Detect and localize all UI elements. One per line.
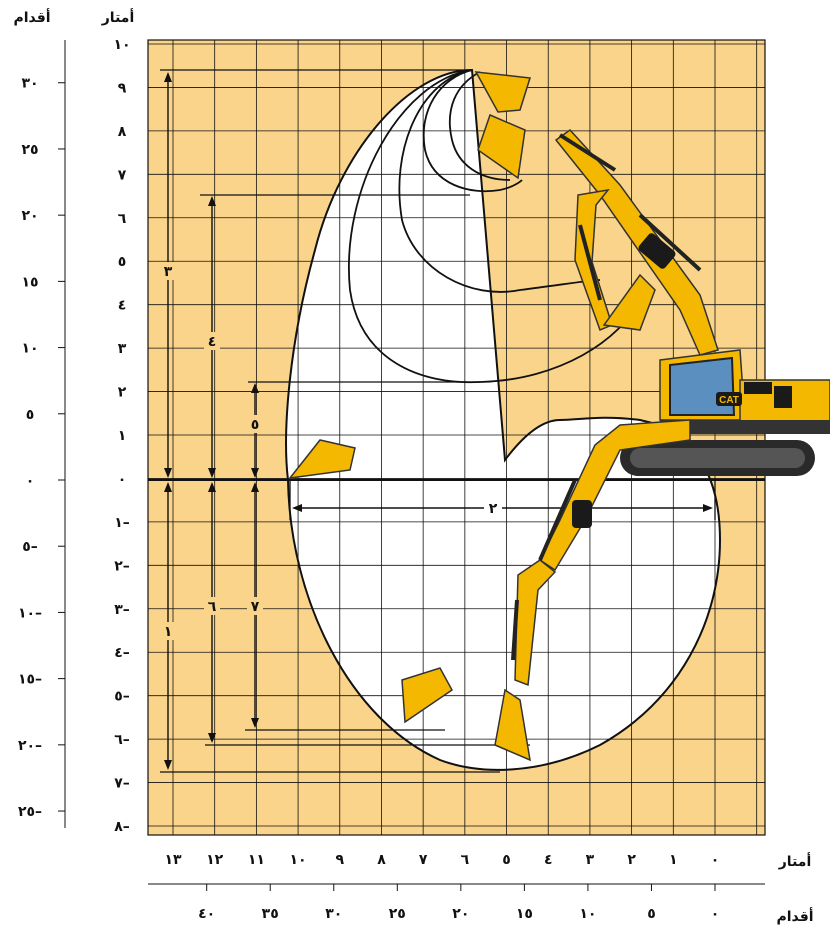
feet-y-tick-label: ٢٠ [21,208,38,224]
callout-5: ٥ [251,417,260,433]
feet-x-tick-label: ٤٠ [198,906,215,922]
feet-y-tick-label: ٢٥ [21,142,38,158]
callout-1: ١ [164,624,173,640]
meters-x-tick-label: ١٠ [290,852,307,868]
meters-x-tick-label: ٢ [627,852,636,868]
feet-x-tick-label: ٠ [711,906,720,922]
feet-y-tick-label: ٥– [22,539,38,555]
feet-x-tick-label: ١٥ [516,906,533,922]
meters-x-tick-label: ٨ [377,852,386,868]
meters-y-tick-label: ٥– [114,689,130,705]
meters-y-tick-label: ٩ [118,80,127,96]
meters-y-tick-label: ٦ [118,211,127,227]
feet-x-tick-label: ٥ [647,906,656,922]
feet-x-tick-label: ٢٥ [389,906,406,922]
meters-x-tick-label: ٥ [502,852,511,868]
meters-y-tick-label: ٤– [114,645,130,661]
meters-y-tick-label: ٢ [118,385,127,401]
meters-y-tick-label: ٨ [118,124,127,140]
callout-2: ٢ [489,501,498,517]
feet-y-tick-label: ٣٠ [21,76,38,92]
meters-y-tick-label: ١٠ [113,37,130,53]
feet-y-tick-label: ١٥ [21,274,38,290]
feet-y-axis: ٣٠ ٢٥ ٢٠ ١٥ ١٠ ٥ ٠ ٥– ١٠– ١٥– ٢٠– ٢٥– [18,40,65,828]
meters-y-tick-label: ٢– [114,558,130,574]
meters-x-tick-label: ٣ [586,852,595,868]
meters-header-bottom: أمتار [778,852,812,870]
meters-x-tick-label: ٦ [461,852,470,868]
callout-6: ٦ [208,599,217,615]
feet-x-axis: ٤٠ ٣٥ ٣٠ ٢٥ ٢٠ ١٥ ١٠ ٥ ٠ [148,884,765,922]
meters-x-tick-label: ١٢ [206,852,224,868]
callout-4: ٤ [208,334,217,350]
feet-header-left: أقدام [13,8,50,26]
feet-x-tick-label: ٣٠ [325,906,342,922]
meters-y-tick-label: ٧ [118,167,127,183]
meters-y-tick-label: ٣– [114,602,130,618]
meters-y-tick-label: ١ [118,428,127,444]
feet-y-tick-label: ١٠– [18,605,42,621]
feet-y-tick-label: ٥ [26,407,35,423]
meters-y-tick-label: ٤ [118,298,127,314]
meters-y-tick-label: ٣ [118,341,127,357]
meters-y-tick-label: ٦– [114,732,130,748]
meters-x-tick-label: ١ [669,852,678,868]
feet-x-tick-label: ٢٠ [452,906,469,922]
meters-y-tick-label: ٠ [118,471,127,487]
feet-header-bottom: أقدام [776,907,813,925]
meters-x-tick-label: ١١ [248,852,265,868]
meters-x-tick-label: ٤ [544,852,553,868]
feet-x-tick-label: ٣٥ [262,906,279,922]
feet-y-tick-label: ١٠ [21,341,38,357]
meters-y-tick-label: ٥ [118,254,127,270]
feet-y-tick-label: ٢٠– [18,738,42,754]
meters-x-tick-label: ٧ [419,852,428,868]
meters-x-tick-label: ٠ [711,852,720,868]
meters-y-tick-label: ٨– [114,819,130,835]
meters-x-axis: ١٣ ١٢ ١١ ١٠ ٩ ٨ ٧ ٦ ٥ ٤ ٣ ٢ ١ ٠ [164,852,719,868]
callout-3: ٣ [164,264,173,280]
cat-logo-icon [572,500,592,528]
meters-x-tick-label: ١٣ [164,852,182,868]
meters-x-tick-label: ٩ [335,852,344,868]
meters-y-tick-label: ٧– [114,776,130,792]
feet-y-tick-label: ٢٥– [18,804,42,820]
meters-header-left: أمتار [101,8,135,26]
cat-logo-text: CAT [719,395,739,406]
meters-y-tick-label: ١– [114,515,130,531]
feet-x-tick-label: ١٠ [579,906,596,922]
feet-y-tick-label: ١٥– [18,672,42,688]
feet-y-tick-label: ٠ [26,473,35,489]
callout-7: ٧ [251,599,260,615]
